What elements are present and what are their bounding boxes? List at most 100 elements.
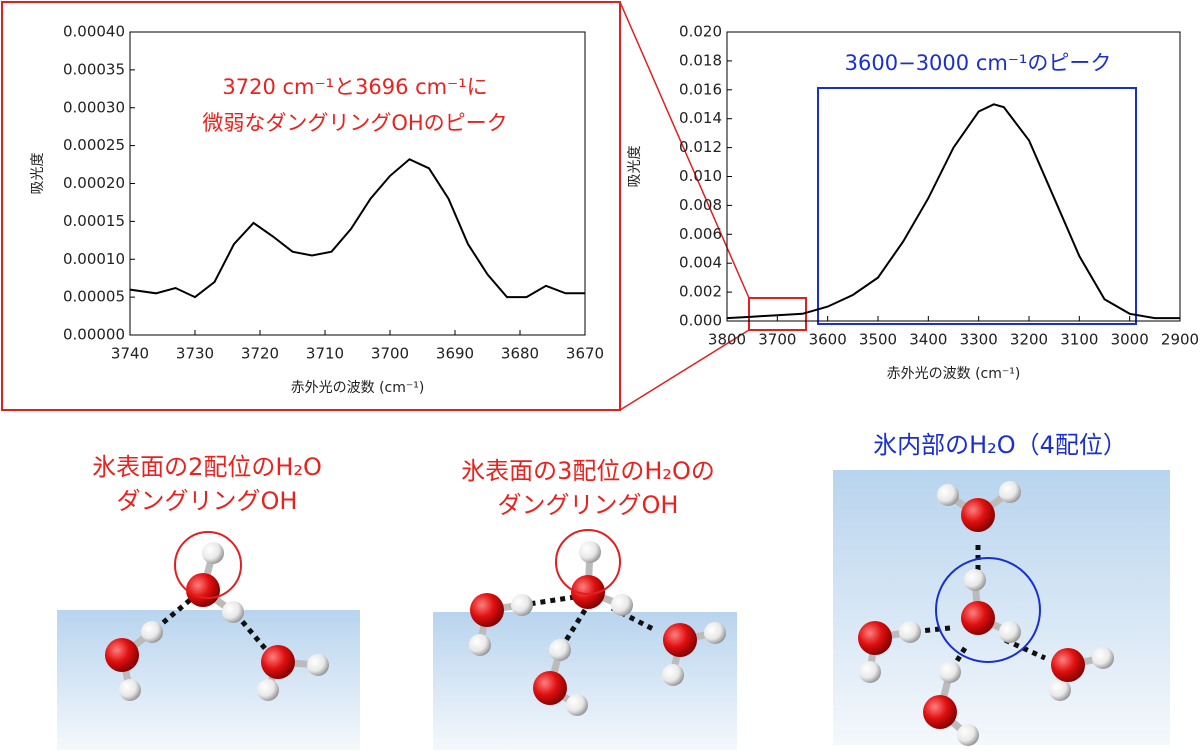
oxygen-atom bbox=[533, 671, 567, 705]
hydrogen-atom bbox=[257, 679, 279, 701]
x-tick-label: 3500 bbox=[859, 331, 897, 349]
hydrogen-bond bbox=[610, 605, 657, 633]
hydrogen-atom bbox=[859, 661, 881, 683]
oxygen-atom bbox=[961, 601, 995, 635]
x-tick-label: 3200 bbox=[1010, 331, 1048, 349]
x-tick-label: 2900 bbox=[1161, 331, 1199, 349]
ice-bulk bbox=[833, 470, 1170, 745]
oxygen-atom bbox=[1051, 648, 1085, 682]
hydrogen-atom bbox=[566, 694, 588, 716]
y-tick-label: 0.002 bbox=[679, 283, 722, 301]
panel-caption: 氷表面の2配位のH₂O bbox=[92, 453, 322, 481]
y-tick-label: 0.008 bbox=[679, 196, 722, 214]
hydrogen-atom bbox=[549, 639, 571, 661]
hydrogen-atom bbox=[307, 654, 329, 676]
y-tick-label: 0.018 bbox=[679, 51, 722, 69]
ice-surface bbox=[57, 610, 360, 750]
hydrogen-atom bbox=[119, 679, 141, 701]
annotation: 3600−3000 cm⁻¹のピーク bbox=[845, 51, 1112, 75]
dangling-oh-mark bbox=[174, 531, 242, 599]
hydrogen-atom bbox=[1049, 679, 1071, 701]
oxygen-atom bbox=[470, 593, 504, 627]
annotation: 3720 cm⁻¹と3696 cm⁻¹に bbox=[222, 75, 487, 99]
hydrogen-atom bbox=[704, 622, 726, 644]
y-axis-label: 吸光度 bbox=[627, 146, 643, 188]
hydrogen-bond bbox=[1003, 637, 1047, 661]
y-tick-label: 0.00015 bbox=[63, 212, 125, 230]
x-tick-label: 3680 bbox=[501, 345, 539, 363]
hydrogen-atom bbox=[222, 601, 244, 623]
panel-caption: ダングリングOH bbox=[117, 487, 298, 515]
y-tick-label: 0.016 bbox=[679, 80, 722, 98]
y-tick-label: 0.012 bbox=[679, 138, 722, 156]
x-tick-label: 3710 bbox=[306, 345, 344, 363]
y-tick-label: 0.00020 bbox=[63, 174, 125, 192]
x-axis-label: 赤外光の波数 (cm⁻¹) bbox=[887, 366, 1021, 382]
bulk-mark bbox=[935, 557, 1041, 663]
hydrogen-atom bbox=[999, 481, 1021, 503]
hydrogen-atom bbox=[202, 542, 224, 564]
y-tick-label: 0.014 bbox=[679, 109, 722, 127]
series-line bbox=[129, 158, 585, 299]
y-tick-label: 0.00010 bbox=[63, 250, 125, 268]
hydrogen-atom bbox=[939, 661, 961, 683]
y-tick-label: 0.004 bbox=[679, 254, 722, 272]
dangling-oh-mark bbox=[555, 529, 621, 595]
x-tick-label: 3800 bbox=[708, 331, 746, 349]
x-tick-label: 3700 bbox=[758, 331, 796, 349]
x-tick-label: 3600 bbox=[809, 331, 847, 349]
plot-frame bbox=[726, 31, 1181, 322]
hydrogen-atom bbox=[999, 621, 1021, 643]
y-axis-label: 吸光度 bbox=[30, 153, 46, 195]
panel-caption: 氷表面の3配位のH₂Oの bbox=[461, 457, 715, 485]
hydrogen-atom bbox=[937, 484, 959, 506]
x-tick-label: 3300 bbox=[960, 331, 998, 349]
peak-region bbox=[817, 87, 1137, 325]
y-tick-label: 0.006 bbox=[679, 225, 722, 243]
y-tick-label: 0.00035 bbox=[63, 60, 125, 78]
x-tick-label: 3730 bbox=[176, 345, 214, 363]
zoom-region bbox=[748, 297, 807, 331]
hydrogen-atom bbox=[899, 621, 921, 643]
y-tick-label: 0.020 bbox=[679, 23, 722, 41]
oxygen-atom bbox=[105, 638, 139, 672]
oxygen-atom bbox=[961, 498, 995, 532]
hydrogen-bond bbox=[234, 612, 270, 654]
hydrogen-atom bbox=[662, 664, 684, 686]
hydrogen-atom bbox=[579, 541, 601, 563]
hydrogen-atom bbox=[469, 634, 491, 656]
zoom-line bbox=[619, 329, 750, 411]
hydrogen-atom bbox=[141, 621, 163, 643]
series-line bbox=[726, 103, 1180, 320]
molecules bbox=[105, 481, 1114, 746]
y-tick-label: 0.00025 bbox=[63, 136, 125, 154]
hydrogen-atom bbox=[1092, 647, 1114, 669]
x-tick-label: 3700 bbox=[371, 345, 409, 363]
annotation: 微弱なダングリングOHのピーク bbox=[202, 111, 507, 135]
y-tick-label: 0.00000 bbox=[63, 326, 125, 344]
hydrogen-bond bbox=[557, 608, 588, 652]
oxygen-atom bbox=[858, 621, 892, 655]
x-tick-label: 3720 bbox=[241, 345, 279, 363]
x-tick-label: 3690 bbox=[436, 345, 474, 363]
x-tick-label: 3670 bbox=[566, 345, 604, 363]
x-axis-label: 赤外光の波数 (cm⁻¹) bbox=[291, 380, 425, 396]
x-tick-label: 3740 bbox=[111, 345, 149, 363]
hydrogen-atom bbox=[957, 724, 979, 746]
panel-caption: ダングリングOH bbox=[498, 491, 679, 519]
zoom-frame bbox=[1, 1, 621, 411]
y-tick-label: 0.00030 bbox=[63, 98, 125, 116]
y-tick-label: 0.00005 bbox=[63, 288, 125, 306]
x-tick-label: 3100 bbox=[1060, 331, 1098, 349]
panel-caption: 氷内部のH₂O（4配位） bbox=[873, 431, 1127, 459]
oxygen-atom bbox=[571, 575, 605, 609]
oxygen-atom bbox=[261, 645, 295, 679]
hydrogen-atom bbox=[511, 594, 533, 616]
y-tick-label: 0.010 bbox=[679, 167, 722, 185]
oxygen-atom bbox=[186, 573, 220, 607]
x-tick-label: 3000 bbox=[1111, 331, 1149, 349]
hydrogen-atom bbox=[964, 569, 986, 591]
y-tick-label: 0.00040 bbox=[63, 23, 125, 41]
